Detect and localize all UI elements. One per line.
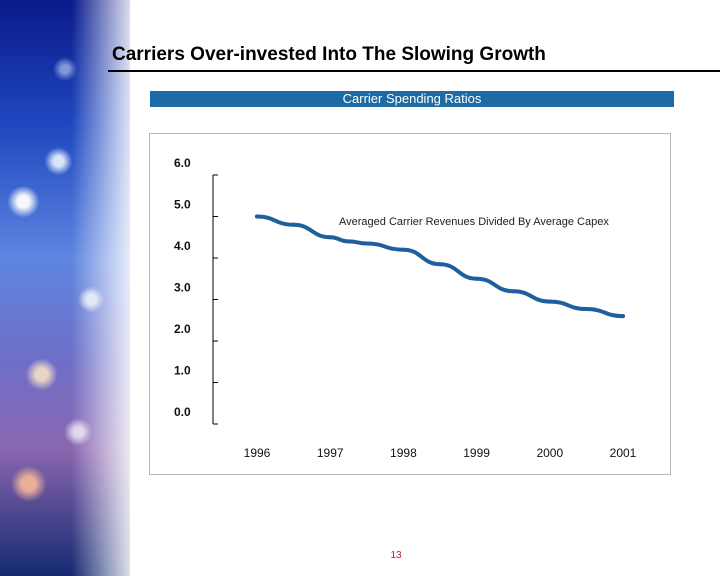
y-tick-labels: 6.0 5.0 4.0 3.0 2.0 1.0 0.0: [174, 156, 191, 419]
series-point: [584, 307, 589, 312]
chart-annotation: Averaged Carrier Revenues Divided By Ave…: [339, 216, 609, 228]
series-point: [438, 262, 442, 267]
slide-title: Carriers Over-invested Into The Slowing …: [112, 44, 546, 65]
series-point: [511, 289, 516, 294]
series-point: [474, 276, 479, 281]
line-chart: 6.0 5.0 4.0 3.0 2.0 1.0 0.0 1996 1997 1998 1999 20…: [174, 156, 637, 460]
series-point: [328, 235, 333, 240]
y-tick-label: 1.0: [174, 364, 191, 378]
y-tick-label: 4.0: [174, 239, 191, 253]
y-tick-label: 0.0: [174, 405, 191, 419]
x-tick-label: 1999: [463, 446, 490, 460]
x-tick-label: 1998: [390, 446, 417, 460]
series-point: [401, 247, 406, 252]
y-tick-label: 2.0: [174, 322, 191, 336]
x-tick-label: 2001: [610, 446, 637, 460]
series-point: [621, 314, 625, 319]
x-tick-label: 1996: [244, 446, 271, 460]
series-point: [291, 222, 296, 227]
series-point: [547, 299, 552, 304]
y-axis: [212, 174, 218, 425]
series-point: [255, 214, 259, 219]
x-tick-labels: 1996 1997 1998 1999 2000 2001: [244, 446, 637, 460]
y-tick-label: 3.0: [174, 281, 191, 295]
title-underline: [108, 70, 720, 72]
page-number: 13: [390, 550, 402, 561]
series-point: [346, 239, 351, 244]
y-tick-label: 5.0: [174, 198, 191, 212]
y-tick-label: 6.0: [174, 156, 191, 170]
chart-header-bar: Carrier Spending Ratios: [150, 91, 674, 107]
fiber-optic-photo: [0, 0, 130, 576]
series-line: [255, 214, 625, 319]
series-point: [364, 241, 369, 246]
series-layer: [255, 214, 625, 319]
x-tick-label: 2000: [536, 446, 563, 460]
x-tick-label: 1997: [317, 446, 344, 460]
chart-panel: 6.0 5.0 4.0 3.0 2.0 1.0 0.0 1996 1997 1998 1999 20…: [149, 133, 671, 475]
